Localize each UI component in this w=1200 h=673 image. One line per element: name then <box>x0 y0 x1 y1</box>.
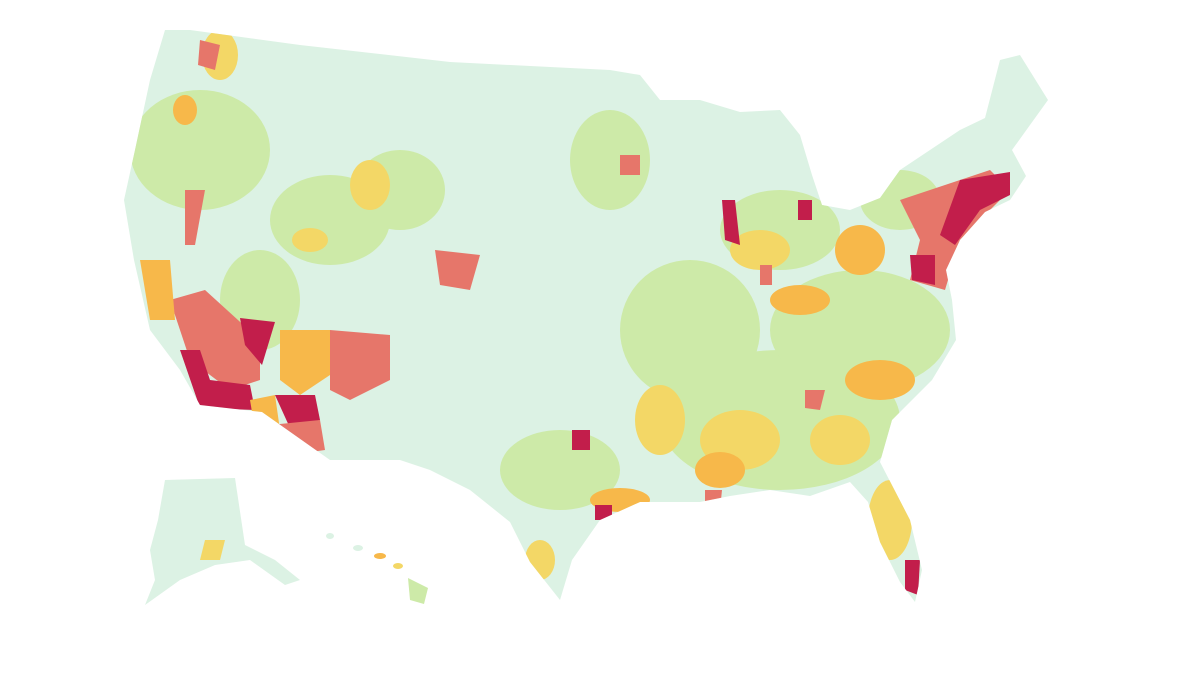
hawaii <box>374 553 386 559</box>
patch <box>250 395 280 430</box>
patch <box>198 40 220 70</box>
patch <box>635 385 685 455</box>
patch <box>770 285 830 315</box>
patch <box>130 90 270 210</box>
patch <box>292 228 328 252</box>
patch <box>810 415 870 465</box>
patch <box>330 330 390 400</box>
patch <box>730 230 790 270</box>
patch <box>835 225 885 275</box>
patch <box>798 200 812 220</box>
patch <box>705 490 722 510</box>
patch <box>185 190 205 245</box>
patch <box>805 390 825 410</box>
patch <box>940 172 1010 245</box>
patch <box>910 255 935 285</box>
patch <box>180 350 255 410</box>
patch <box>170 290 260 390</box>
patch <box>275 395 320 428</box>
hawaii <box>393 563 403 569</box>
hawaii <box>353 545 363 551</box>
patch <box>570 110 650 210</box>
patch <box>845 360 915 400</box>
patch <box>200 540 225 560</box>
patch <box>270 420 325 455</box>
patch <box>760 265 772 285</box>
patch <box>435 250 480 290</box>
patch <box>905 560 920 595</box>
patch <box>572 430 590 450</box>
patch <box>620 260 760 400</box>
patch <box>620 155 640 175</box>
patch <box>280 330 330 395</box>
patch <box>595 505 612 520</box>
patch <box>868 480 912 560</box>
patch <box>695 452 745 488</box>
hawaii <box>408 578 428 604</box>
patch <box>722 200 740 245</box>
patch <box>140 260 175 320</box>
hawaii <box>326 533 334 539</box>
patch <box>173 95 197 125</box>
patch <box>240 318 275 365</box>
patch <box>525 540 555 580</box>
county-patches <box>130 30 1010 595</box>
patch <box>855 520 870 545</box>
patch <box>350 160 390 210</box>
